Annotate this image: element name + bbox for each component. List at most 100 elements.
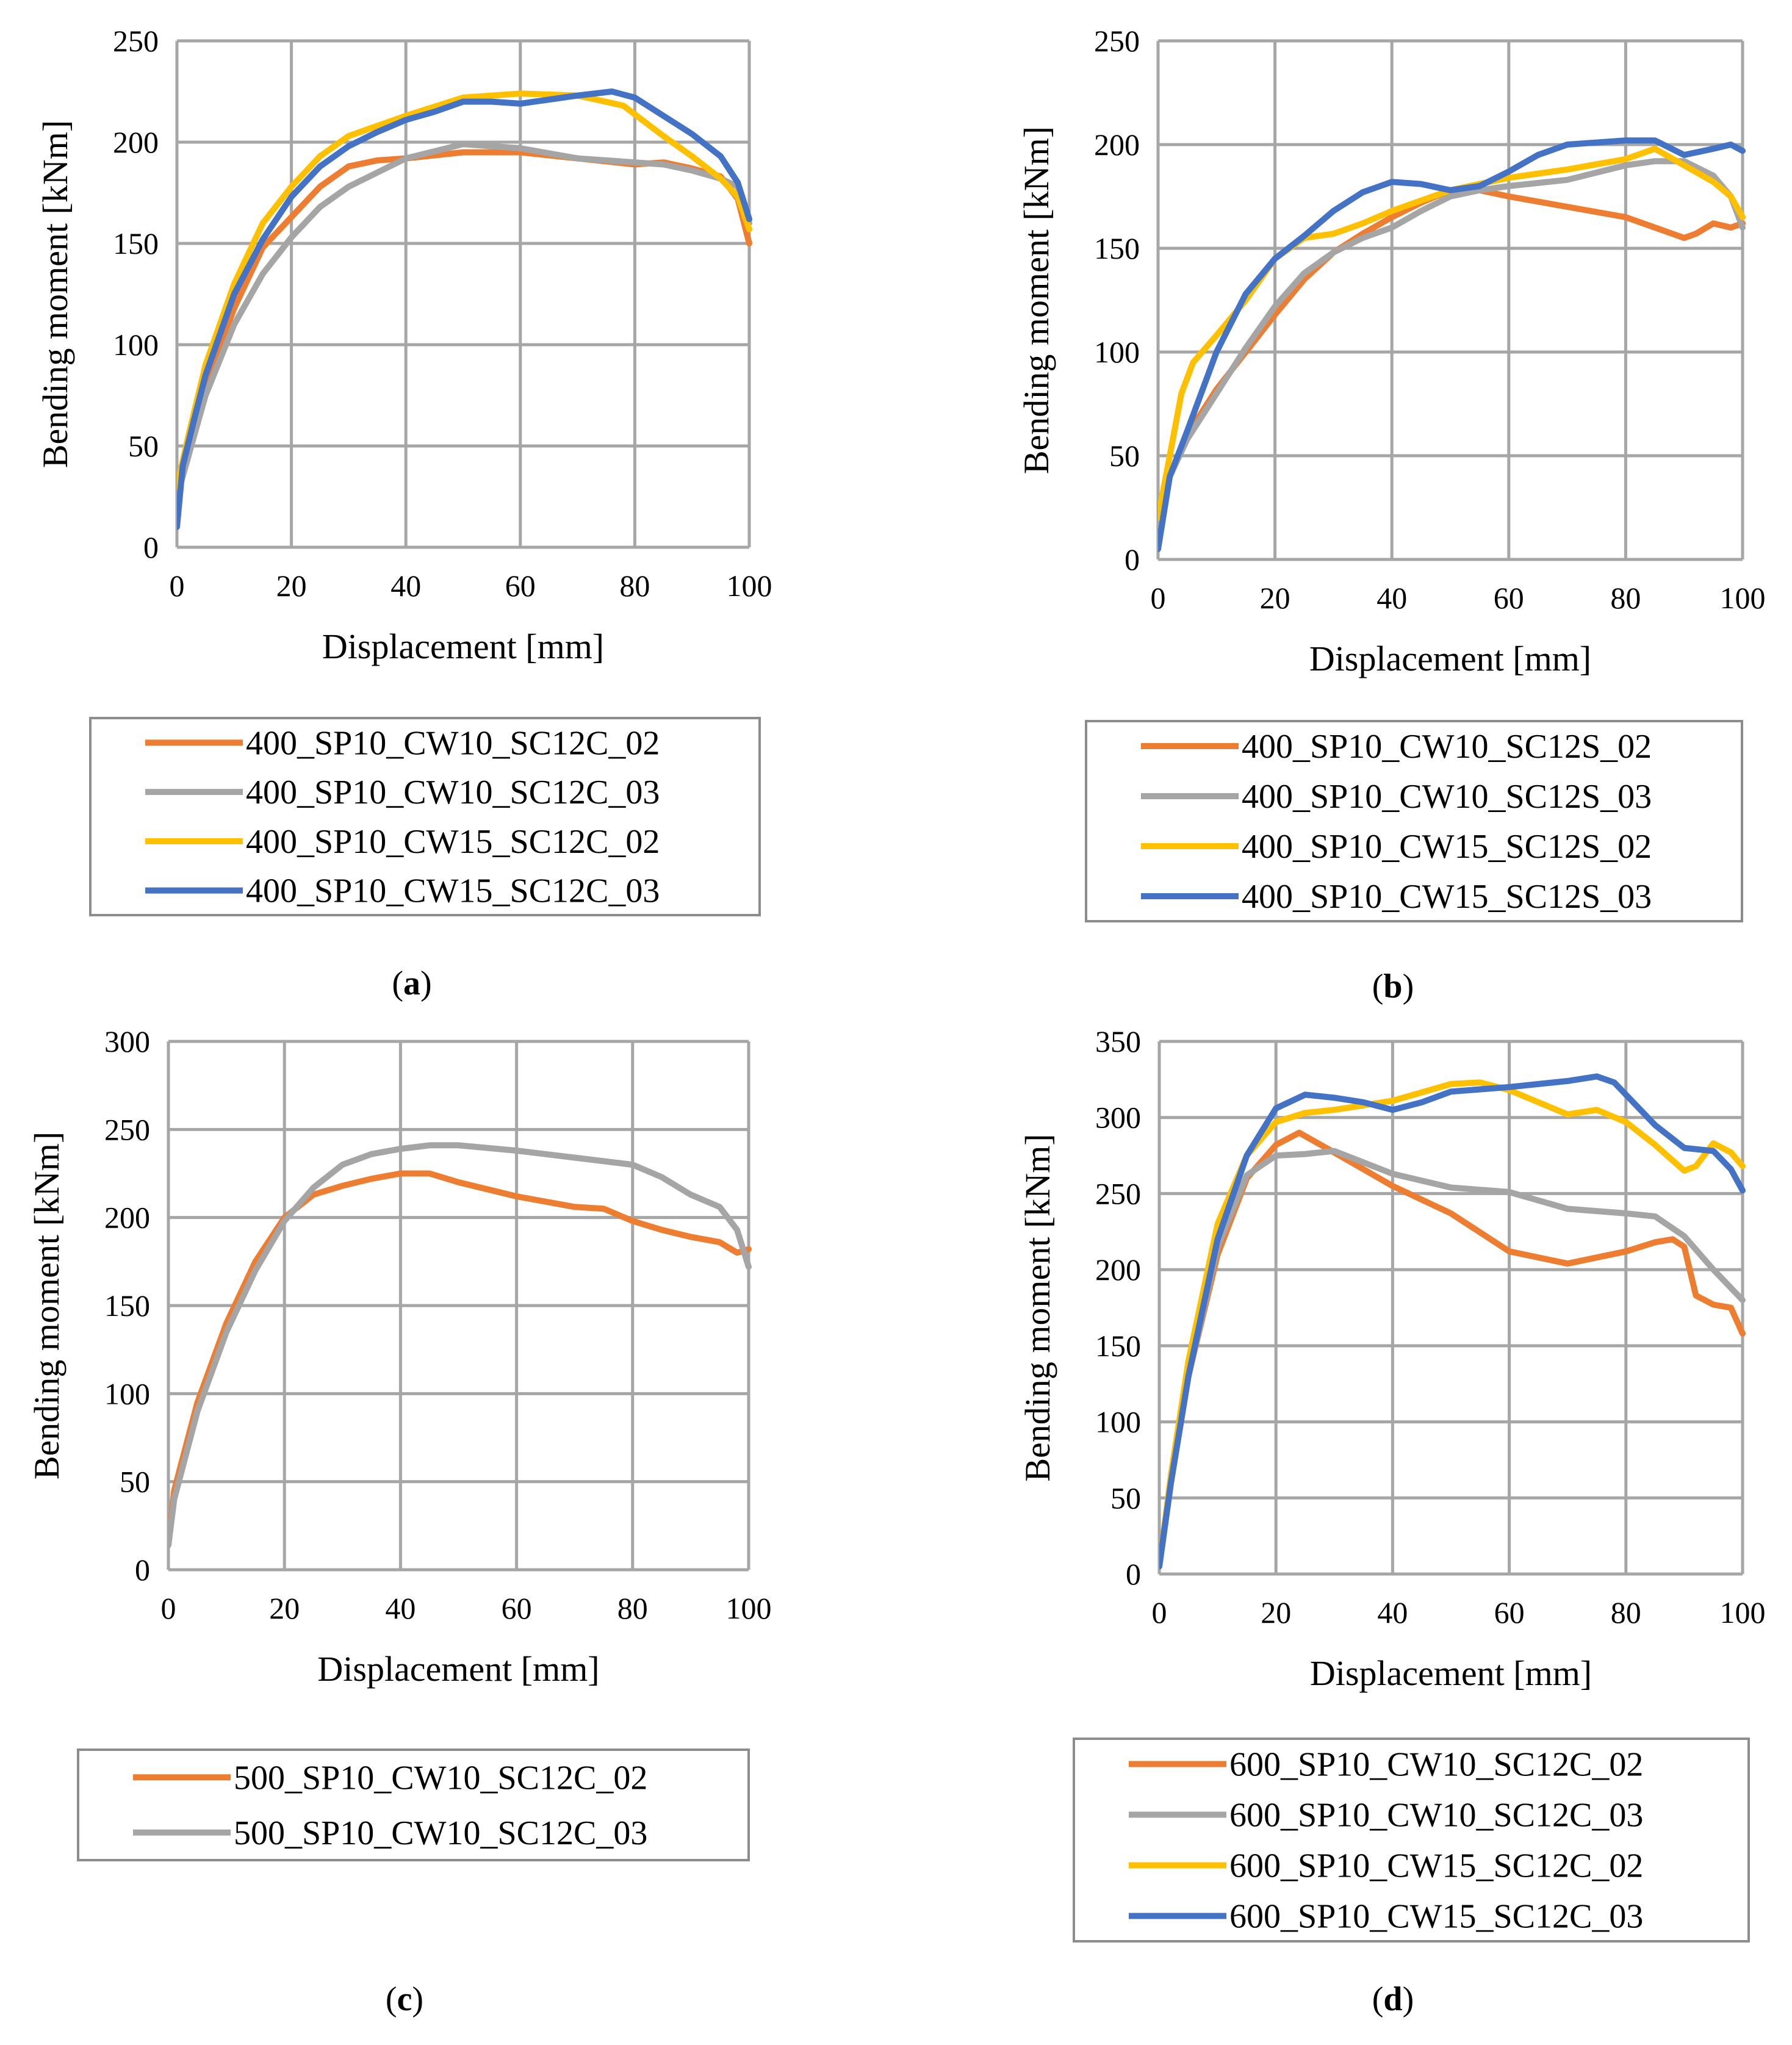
caption-letter: a (403, 965, 420, 1002)
x-tick-label: 40 (1377, 1595, 1408, 1630)
panel-caption: (d) (1372, 1980, 1414, 2018)
y-axis-label: Bending moment [kNm] (1018, 1134, 1057, 1481)
series-line-1 (1158, 187, 1746, 531)
x-axis-label: Displacement [mm] (1310, 1653, 1592, 1693)
y-tick-label: 200 (1094, 128, 1140, 162)
x-tick-label: 0 (170, 569, 185, 603)
legend-label: 600_SP10_CW15_SC12C_03 (1229, 1898, 1643, 1936)
x-tick-label: 100 (726, 1591, 772, 1625)
y-tick-label: 300 (104, 1024, 150, 1058)
x-tick-label: 100 (727, 569, 772, 603)
legend-label: 400_SP10_CW10_SC12C_02 (246, 724, 660, 762)
y-tick-label: 0 (135, 1553, 150, 1587)
x-tick-label: 60 (1494, 1595, 1525, 1630)
x-tick-label: 80 (1611, 1595, 1641, 1630)
y-tick-label: 150 (113, 226, 159, 261)
y-tick-label: 200 (113, 125, 159, 159)
legend-label: 500_SP10_CW10_SC12C_02 (234, 1759, 647, 1797)
x-tick-label: 40 (385, 1591, 416, 1625)
x-tick-label: 20 (1261, 1595, 1291, 1630)
legend-label: 400_SP10_CW10_SC12S_03 (1242, 778, 1652, 816)
series-line-4 (177, 88, 752, 530)
legend-box (1073, 1738, 1750, 1943)
y-tick-label: 50 (1109, 439, 1140, 473)
caption-letter: b (1383, 968, 1402, 1005)
series-line-4 (1159, 1073, 1746, 1570)
x-tick-label: 60 (502, 1591, 532, 1625)
legend-label: 400_SP10_CW15_SC12C_03 (246, 872, 660, 910)
legend-label: 400_SP10_CW10_SC12C_03 (246, 774, 660, 811)
y-tick-label: 50 (120, 1465, 150, 1499)
legend-label: 500_SP10_CW10_SC12C_03 (234, 1814, 647, 1852)
caption-letter: c (397, 1980, 412, 2018)
y-tick-label: 50 (128, 429, 159, 463)
x-tick-label: 20 (276, 569, 307, 603)
legend-label: 600_SP10_CW10_SC12C_03 (1229, 1797, 1643, 1835)
x-tick-label: 40 (390, 569, 421, 603)
legend-box (77, 1748, 750, 1861)
panel-caption: (b) (1372, 968, 1414, 1005)
y-axis-label: Bending moment [kNm] (1017, 126, 1056, 474)
series-line-2 (1158, 158, 1746, 531)
y-tick-label: 150 (1095, 1329, 1141, 1363)
series-line-1 (168, 1170, 752, 1548)
x-tick-label: 80 (1610, 581, 1641, 615)
y-tick-label: 250 (113, 24, 159, 58)
series-line-4 (1158, 137, 1746, 552)
y-tick-label: 0 (143, 530, 159, 564)
x-axis-label: Displacement [mm] (1309, 639, 1591, 678)
y-axis-label: Bending moment [kNm] (27, 1132, 67, 1479)
series-line-3 (1158, 145, 1746, 521)
y-tick-label: 100 (104, 1376, 150, 1411)
y-tick-label: 100 (113, 328, 159, 362)
legend-label: 400_SP10_CW15_SC12S_03 (1242, 878, 1652, 916)
legend-label: 400_SP10_CW15_SC12S_02 (1242, 828, 1652, 866)
x-tick-label: 100 (1720, 581, 1766, 615)
x-tick-label: 60 (1494, 581, 1524, 615)
y-tick-label: 250 (1095, 1176, 1141, 1210)
x-tick-label: 80 (617, 1591, 648, 1625)
panel-caption: (c) (386, 1980, 423, 2018)
y-tick-label: 150 (1094, 231, 1140, 265)
legend-label: 600_SP10_CW10_SC12C_02 (1229, 1746, 1643, 1784)
chart-d: 0 50 100 150 200 250 300 350 0 20 40 60 80 100 Displac… (1018, 1024, 1766, 2018)
series-line-3 (177, 90, 752, 490)
chart-b: 0 50 100 150 200 250 0 20 40 60 80 100 Displacement … (1017, 24, 1766, 1005)
x-axis-label: Displacement [mm] (322, 627, 604, 666)
x-tick-label: 0 (1151, 581, 1166, 615)
y-tick-label: 150 (104, 1288, 150, 1323)
legend-label: 400_SP10_CW10_SC12S_02 (1242, 728, 1652, 766)
x-tick-label: 40 (1376, 581, 1407, 615)
x-tick-label: 20 (269, 1591, 300, 1625)
y-tick-label: 200 (1095, 1253, 1141, 1287)
panel-caption: (a) (392, 965, 431, 1002)
chart-a: 0 50 100 150 200 250 0 20 40 60 80 100 Displacement … (35, 24, 772, 1002)
chart-c: 0 50 100 150 200 250 300 0 20 40 60 80 100 Displaceme… (27, 1024, 772, 2018)
y-tick-label: 250 (1094, 24, 1140, 58)
series-line-2 (168, 1142, 752, 1548)
legend-box (1085, 720, 1743, 922)
series-line-1 (1159, 1129, 1746, 1570)
y-tick-label: 0 (1124, 542, 1140, 577)
x-tick-label: 100 (1720, 1595, 1766, 1630)
legend-box (89, 717, 761, 916)
y-tick-label: 100 (1094, 335, 1140, 369)
x-axis-label: Displacement [mm] (317, 1649, 599, 1689)
y-axis-label: Bending moment [kNm] (35, 120, 75, 468)
caption-letter: d (1383, 1980, 1402, 2018)
x-tick-label: 80 (619, 569, 650, 603)
y-tick-label: 300 (1095, 1101, 1141, 1135)
x-tick-label: 0 (161, 1591, 176, 1625)
y-tick-label: 200 (104, 1201, 150, 1235)
y-tick-label: 0 (1126, 1557, 1141, 1591)
series-line-2 (177, 141, 752, 500)
x-tick-label: 20 (1260, 581, 1290, 615)
y-tick-label: 50 (1110, 1481, 1141, 1515)
y-tick-label: 100 (1095, 1405, 1141, 1439)
x-tick-label: 0 (1152, 1595, 1167, 1630)
y-tick-label: 350 (1095, 1024, 1141, 1058)
x-tick-label: 60 (505, 569, 536, 603)
y-tick-label: 250 (104, 1112, 150, 1146)
legend-label: 600_SP10_CW15_SC12C_02 (1229, 1847, 1643, 1885)
